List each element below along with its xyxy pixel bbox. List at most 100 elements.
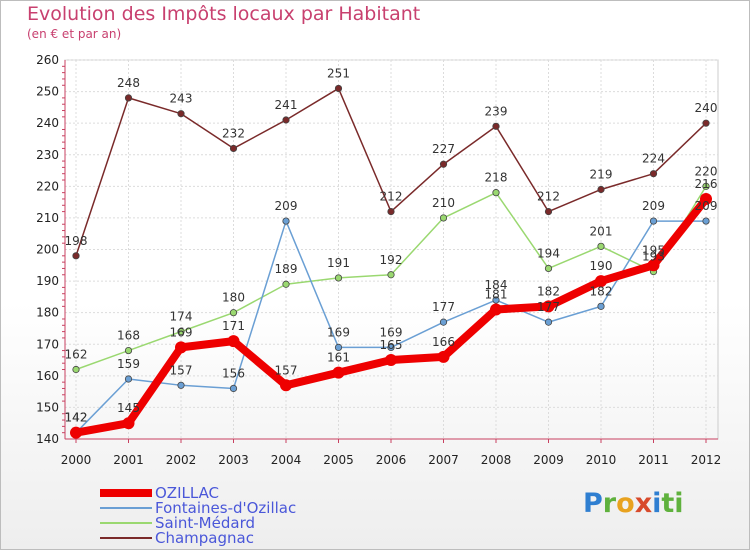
data-point (72, 365, 80, 374)
data-label: 248 (117, 76, 140, 90)
data-label: 169 (380, 325, 403, 339)
legend-label: OZILLAC (155, 484, 219, 502)
data-label: 239 (485, 104, 508, 118)
data-labels: 198 248 243 232 241 251 212 227 239 212 219 224 240 1… (65, 66, 718, 424)
data-point (597, 185, 605, 194)
y-tick-label: 180 (36, 306, 59, 320)
chart-subtitle: (en € et par an) (27, 27, 122, 41)
data-label: 191 (327, 256, 350, 270)
data-label: 195 (642, 243, 665, 257)
data-label: 169 (327, 325, 350, 339)
data-point (544, 318, 553, 326)
x-tick-label: 2007 (428, 453, 459, 467)
x-tick-label: 2006 (376, 453, 407, 467)
data-point (702, 119, 710, 127)
logo-letter: i (652, 488, 662, 519)
data-point (282, 280, 290, 288)
data-point (649, 170, 658, 178)
data-point (229, 309, 238, 317)
data-point (439, 214, 448, 222)
data-point (492, 296, 500, 304)
data-label: 171 (222, 319, 245, 333)
data-point (177, 110, 185, 118)
data-label: 169 (170, 325, 193, 339)
data-label: 227 (432, 142, 455, 156)
y-tick-label: 240 (36, 116, 59, 130)
logo-letter: o (616, 488, 635, 519)
x-tick-label: 2004 (271, 453, 302, 467)
data-point (439, 160, 448, 168)
data-point (229, 384, 238, 393)
data-point (597, 242, 605, 250)
data-label: 157 (170, 363, 193, 377)
legend-label: Fontaines-d'Ozillac (155, 499, 296, 517)
data-point (282, 217, 290, 225)
data-label: 220 (695, 164, 718, 178)
data-label: 142 (65, 411, 88, 425)
data-point (175, 341, 187, 354)
data-point (334, 84, 343, 93)
data-point (124, 375, 133, 383)
data-point (544, 208, 553, 216)
x-tick-label: 2012 (691, 453, 722, 467)
data-point (702, 217, 710, 225)
data-point (597, 302, 605, 310)
data-point (702, 182, 710, 190)
data-point (177, 328, 185, 336)
data-label: 166 (432, 335, 455, 349)
x-tick-label: 2002 (166, 453, 197, 467)
data-label: 161 (327, 351, 350, 365)
logo-letter: P (583, 488, 603, 519)
x-tick-label: 2010 (586, 453, 617, 467)
data-point (385, 354, 397, 367)
y-tick-label: 150 (36, 400, 59, 414)
data-label: 243 (170, 92, 193, 106)
axes: 140 150 160 170 180 190 200 210 220 230 240 250 260 2… (36, 53, 721, 467)
data-label: 209 (275, 199, 298, 213)
data-point (437, 350, 450, 363)
data-point (490, 303, 502, 316)
logo-letter: r (602, 488, 617, 519)
data-label: 174 (170, 310, 193, 324)
data-point (122, 417, 135, 430)
data-label: 219 (590, 167, 613, 181)
data-label: 241 (275, 98, 298, 112)
data-point (544, 264, 553, 273)
data-label: 209 (695, 199, 718, 213)
data-label: 142 (65, 411, 88, 425)
data-point (387, 271, 395, 279)
data-point (229, 144, 238, 153)
data-point (72, 252, 80, 260)
data-label: 182 (537, 284, 560, 298)
y-tick-label: 140 (36, 432, 59, 446)
data-point (177, 381, 185, 389)
data-label: 251 (327, 66, 350, 80)
data-label: 159 (117, 357, 140, 371)
data-point (492, 122, 500, 130)
x-tick-label: 2001 (113, 453, 144, 467)
data-label: 180 (222, 291, 245, 305)
data-label: 189 (275, 262, 298, 276)
data-point (700, 192, 712, 205)
data-label: 190 (590, 259, 613, 273)
data-label: 194 (537, 246, 560, 260)
logo-letter: x (634, 488, 653, 519)
x-tick-label: 2000 (61, 453, 92, 467)
data-label: 212 (380, 190, 403, 204)
data-label: 165 (380, 338, 403, 352)
data-label: 198 (65, 234, 88, 248)
data-point (387, 343, 395, 352)
y-tick-label: 160 (36, 369, 59, 383)
data-label: 224 (642, 152, 665, 166)
y-tick-label: 260 (36, 53, 59, 67)
data-point (542, 300, 555, 313)
data-label: 193 (642, 250, 665, 264)
logo-letter: ti (661, 488, 684, 519)
grid (64, 59, 719, 440)
data-point (439, 318, 448, 326)
x-tick-label: 2008 (481, 453, 512, 467)
data-point (280, 379, 292, 392)
data-label: 182 (590, 284, 613, 298)
x-tick-label: 2005 (323, 453, 354, 467)
data-label: 168 (117, 329, 140, 343)
